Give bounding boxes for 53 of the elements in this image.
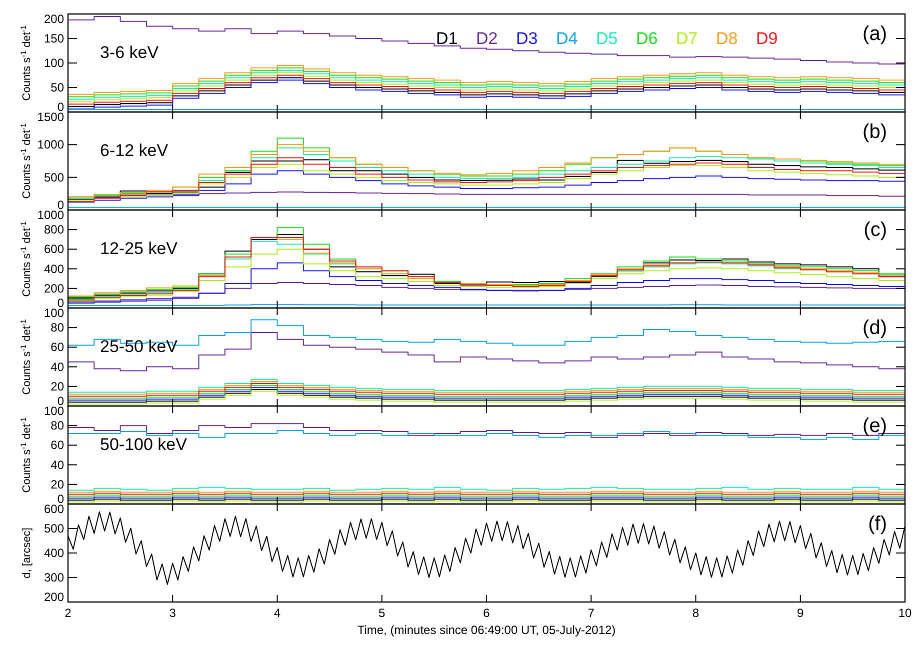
y-tick-label: 300: [44, 570, 64, 584]
y-tick-label: 20: [50, 477, 64, 492]
y-tick-label: 1000: [37, 138, 64, 152]
annotation: 6-12 keV: [100, 141, 169, 160]
annotation: (a): [862, 23, 887, 45]
x-tick-label: 10: [898, 606, 912, 620]
y-tick-label: 600: [44, 242, 64, 256]
text: D3: [516, 29, 538, 48]
annotation: 3-6 keV: [100, 43, 160, 62]
text: D9: [756, 29, 778, 48]
y-tick-label: 60: [50, 438, 64, 452]
annotation: 25-50 keV: [100, 337, 178, 356]
y-tick-label: 200: [44, 590, 64, 604]
annotation: (d): [862, 317, 887, 339]
y-tick-label: 150: [44, 32, 64, 46]
x-tick-label: 8: [692, 606, 700, 620]
y-axis-title: d, [arcsec]: [21, 528, 33, 578]
annotation: 12-25 keV: [100, 239, 178, 258]
x-tick-label: 9: [797, 606, 804, 620]
y-tick-label: 800: [44, 222, 64, 237]
x-tick-label: 3: [169, 606, 176, 620]
y-tick-label: 500: [44, 170, 64, 184]
annotation: (c): [864, 219, 887, 241]
x-tick-label: 7: [588, 606, 595, 620]
text: D4: [556, 29, 578, 48]
annotation: (b): [862, 121, 887, 143]
x-tick-label: 5: [378, 606, 386, 620]
annotation: (f): [868, 513, 887, 535]
x-tick-label: 6: [483, 606, 490, 620]
series-label: D8: [716, 29, 738, 48]
y-tick-label: 80: [50, 320, 64, 335]
y-tick-label: 40: [50, 458, 64, 472]
text: D1: [436, 29, 458, 48]
annotation: 50-100 keV: [100, 435, 188, 454]
x-tick-label: 4: [274, 606, 281, 620]
annotation: (e): [862, 415, 887, 437]
x-axis-title: Time, (minutes since 06:49:00 UT, 05-July-2012): [357, 623, 616, 637]
y-tick-label: 50: [50, 80, 64, 94]
y-tick-label: 500: [44, 522, 64, 536]
y-tick-label: 100: [44, 56, 64, 70]
series-label: D5: [596, 29, 618, 48]
y-tick-label: 20: [50, 379, 64, 394]
series-label: D2: [476, 29, 498, 48]
series-label: D7: [676, 29, 698, 48]
y-tick-label: 400: [44, 546, 64, 560]
y-tick-label: 400: [44, 262, 64, 276]
y-tick-label: 60: [50, 340, 64, 354]
y-tick-label: 80: [50, 418, 64, 433]
series-label: D6: [636, 29, 658, 48]
y-tick-label: 40: [50, 360, 64, 374]
y-tick-label: 200: [44, 12, 64, 26]
x-tick-label: 2: [64, 606, 72, 620]
y-tick-label: 200: [44, 281, 64, 296]
